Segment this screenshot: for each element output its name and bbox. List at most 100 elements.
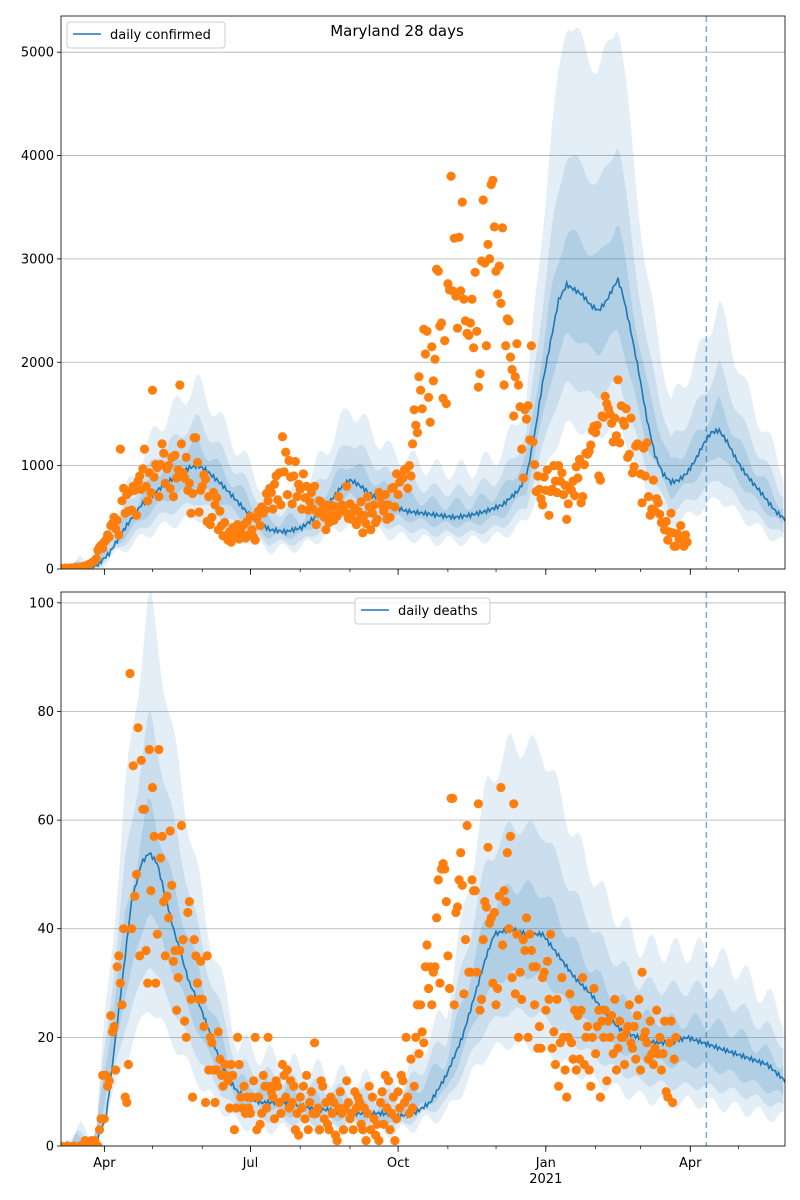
observed-point <box>578 973 588 983</box>
observed-point <box>302 481 312 491</box>
observed-point <box>366 525 376 535</box>
observed-point <box>180 1016 190 1026</box>
observed-point <box>406 471 416 481</box>
observed-point <box>632 1011 642 1021</box>
observed-point <box>521 913 532 923</box>
observed-point <box>648 475 659 485</box>
y-tick-label: 100 <box>29 596 54 611</box>
observed-point <box>157 831 167 842</box>
observed-point <box>420 349 430 359</box>
observed-point <box>154 744 164 755</box>
observed-point <box>629 462 639 472</box>
observed-point <box>475 1005 485 1015</box>
observed-point <box>290 456 300 467</box>
observed-point <box>591 428 601 438</box>
observed-point <box>570 491 580 501</box>
observed-point <box>197 481 207 491</box>
observed-point <box>127 924 137 934</box>
observed-point <box>112 962 122 972</box>
observed-point <box>477 994 487 1005</box>
observed-point <box>475 369 485 379</box>
observed-point <box>164 461 174 471</box>
observed-point <box>358 1125 368 1135</box>
observed-point <box>112 515 122 526</box>
observed-point <box>289 471 299 481</box>
observed-point <box>358 528 368 538</box>
observed-point <box>310 481 320 491</box>
observed-point <box>210 1097 220 1108</box>
observed-point <box>459 989 469 999</box>
observed-point <box>276 1108 286 1118</box>
observed-point <box>247 525 257 535</box>
observed-point <box>671 1032 681 1042</box>
observed-point <box>566 1038 577 1048</box>
observed-point <box>274 1097 284 1108</box>
observed-point <box>542 956 553 966</box>
observed-point <box>518 473 528 483</box>
observed-point <box>298 1081 308 1091</box>
observed-point <box>586 440 596 450</box>
observed-point <box>497 223 508 233</box>
observed-point <box>191 433 201 443</box>
observed-point <box>294 1130 304 1140</box>
observed-point <box>502 848 512 858</box>
observed-point <box>589 983 599 994</box>
observed-point <box>460 935 471 945</box>
observed-point <box>505 831 516 842</box>
observed-point <box>525 929 535 939</box>
observed-point <box>361 518 371 529</box>
observed-point <box>424 392 434 402</box>
observed-point <box>390 1136 400 1146</box>
observed-point <box>234 1059 244 1070</box>
observed-point <box>610 413 620 423</box>
observed-point <box>560 1065 570 1075</box>
observed-point <box>682 537 692 547</box>
observed-point <box>655 1032 665 1042</box>
observed-point <box>446 171 456 181</box>
observed-point <box>93 1141 103 1146</box>
observed-point <box>435 978 445 988</box>
observed-point <box>165 483 175 493</box>
observed-point <box>269 1114 280 1124</box>
y-tick-label: 60 <box>37 814 54 829</box>
observed-point <box>318 1081 328 1091</box>
observed-point <box>494 261 504 271</box>
observed-point <box>655 509 665 519</box>
observed-point <box>424 983 434 994</box>
observed-point <box>671 541 681 551</box>
observed-point <box>245 1108 255 1118</box>
observed-point <box>220 517 230 528</box>
observed-point <box>374 1136 384 1146</box>
observed-point <box>483 239 493 249</box>
observed-point <box>268 504 278 514</box>
observed-point <box>391 1114 402 1124</box>
observed-point <box>297 1103 307 1113</box>
observed-point <box>530 1000 540 1010</box>
observed-point <box>91 554 101 564</box>
observed-point <box>135 951 145 961</box>
observed-point <box>597 1016 607 1026</box>
observed-point <box>501 341 511 351</box>
observed-point <box>128 761 138 771</box>
observed-point <box>306 1087 316 1097</box>
observed-point <box>115 444 125 454</box>
observed-point <box>627 1043 638 1053</box>
x-tick-label: Jan <box>535 1156 556 1171</box>
observed-point <box>143 978 153 988</box>
observed-point <box>147 782 158 793</box>
observed-point <box>536 1043 546 1053</box>
observed-point <box>602 1076 612 1086</box>
observed-point <box>250 1032 260 1042</box>
observed-point <box>454 232 464 242</box>
observed-point <box>642 1038 652 1048</box>
legend-label: daily deaths <box>398 604 478 619</box>
observed-point <box>408 439 418 449</box>
observed-point <box>210 500 220 510</box>
observed-point <box>493 983 503 994</box>
observed-point <box>178 935 188 945</box>
observed-point <box>523 401 533 411</box>
observed-point <box>668 1097 678 1108</box>
observed-point <box>277 432 288 442</box>
observed-point <box>342 481 352 491</box>
